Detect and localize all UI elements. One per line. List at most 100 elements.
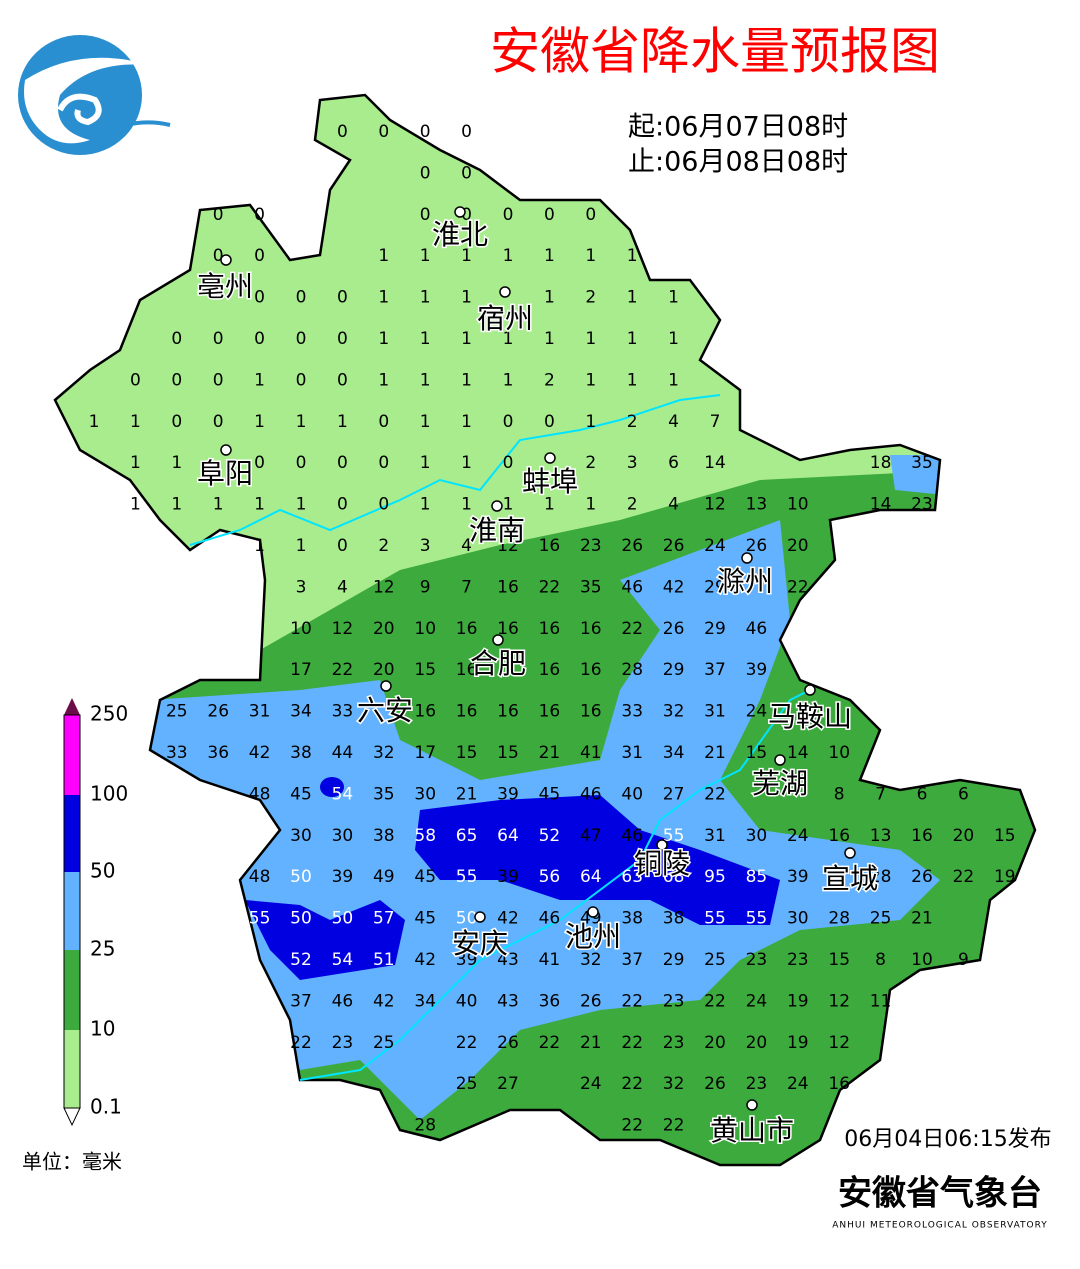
station-value: 16 xyxy=(539,660,561,680)
station-value: 0 xyxy=(544,205,555,225)
station-value: 1 xyxy=(337,412,348,432)
station-value: 0 xyxy=(254,205,265,225)
station-value: 26 xyxy=(911,867,933,887)
station-value: 15 xyxy=(414,660,436,680)
station-value: 2 xyxy=(544,370,555,390)
station-value: 39 xyxy=(787,867,809,887)
station-value: 29 xyxy=(704,619,726,639)
station-value: 30 xyxy=(290,826,312,846)
city-label: 六安 xyxy=(357,694,413,727)
station-value: 16 xyxy=(580,619,602,639)
station-value: 16 xyxy=(414,702,436,722)
station-value: 1 xyxy=(503,246,514,266)
station-value: 7 xyxy=(875,784,886,804)
station-value: 46 xyxy=(539,909,561,929)
station-value: 44 xyxy=(332,743,354,763)
station-value: 0 xyxy=(337,453,348,473)
station-value: 1 xyxy=(130,412,141,432)
unit: 单位：毫米 xyxy=(22,1150,122,1174)
station-value: 25 xyxy=(166,702,188,722)
station-value: 54 xyxy=(332,784,354,804)
station-value: 0 xyxy=(544,412,555,432)
station-value: 39 xyxy=(456,950,478,970)
station-value: 23 xyxy=(332,1033,354,1053)
station-value: 54 xyxy=(332,950,354,970)
station-value: 30 xyxy=(746,826,768,846)
station-value: 35 xyxy=(911,453,933,473)
city-dot xyxy=(741,552,753,564)
station-value: 38 xyxy=(290,743,312,763)
station-value: 1 xyxy=(213,495,224,515)
station-value: 12 xyxy=(373,577,395,597)
station-value: 22 xyxy=(290,1033,312,1053)
station-value: 34 xyxy=(290,702,312,722)
station-value: 0 xyxy=(171,370,182,390)
station-value: 0 xyxy=(213,329,224,349)
station-value: 1 xyxy=(420,453,431,473)
station-value: 22 xyxy=(456,1033,478,1053)
station-value: 22 xyxy=(787,577,809,597)
station-value: 19 xyxy=(787,991,809,1011)
city-label: 马鞍山 xyxy=(768,700,852,733)
station-value: 9 xyxy=(420,577,431,597)
huai-river xyxy=(189,394,721,546)
station-value: 22 xyxy=(621,991,643,1011)
station-value: 0 xyxy=(337,288,348,308)
station-value: 1 xyxy=(420,288,431,308)
station-value: 64 xyxy=(497,826,519,846)
station-value: 56 xyxy=(539,867,561,887)
station-value: 19 xyxy=(994,867,1016,887)
station-value: 38 xyxy=(621,909,643,929)
station-value: 20 xyxy=(373,619,395,639)
station-value: 19 xyxy=(787,1033,809,1053)
station-value: 23 xyxy=(663,991,685,1011)
station-value: 34 xyxy=(663,743,685,763)
end-time: 止:06月08日08时 xyxy=(628,147,848,178)
station-value: 26 xyxy=(663,619,685,639)
station-value: 35 xyxy=(373,784,395,804)
legend-tick-label: 10 xyxy=(90,1017,115,1041)
station-value: 23 xyxy=(911,495,933,515)
station-value: 1 xyxy=(378,329,389,349)
city-dot xyxy=(220,444,232,456)
station-value: 46 xyxy=(621,826,643,846)
station-value: 1 xyxy=(544,288,555,308)
station-value: 1 xyxy=(378,246,389,266)
station-value: 28 xyxy=(621,660,643,680)
city-label: 淮北 xyxy=(432,218,488,251)
station-value: 39 xyxy=(497,867,519,887)
station-value: 1 xyxy=(503,495,514,515)
station-value: 39 xyxy=(332,867,354,887)
station-value: 16 xyxy=(828,826,850,846)
station-value: 1 xyxy=(378,370,389,390)
station-value: 46 xyxy=(332,991,354,1011)
station-value: 4 xyxy=(337,577,348,597)
station-value: 7 xyxy=(461,577,472,597)
station-value: 0 xyxy=(378,495,389,515)
station-value: 1 xyxy=(544,329,555,349)
station-value: 15 xyxy=(456,743,478,763)
station-value: 38 xyxy=(373,826,395,846)
city-label: 宣城 xyxy=(822,862,878,895)
start-time: 起:06月07日08时 xyxy=(628,112,848,143)
station-value: 29 xyxy=(663,950,685,970)
station-value: 0 xyxy=(503,412,514,432)
legend-tick-label: 250 xyxy=(90,702,128,726)
city-dot xyxy=(844,847,856,859)
station-value: 2 xyxy=(585,288,596,308)
station-value: 1 xyxy=(461,453,472,473)
station-value: 0 xyxy=(254,329,265,349)
station-value: 0 xyxy=(378,453,389,473)
station-value: 23 xyxy=(663,1033,685,1053)
station-value: 22 xyxy=(621,1116,643,1136)
station-value: 29 xyxy=(704,577,726,597)
station-value: 30 xyxy=(787,909,809,929)
station-value: 26 xyxy=(704,1074,726,1094)
station-value: 39 xyxy=(746,660,768,680)
station-value: 20 xyxy=(373,660,395,680)
station-value: 0 xyxy=(378,412,389,432)
station-value: 1 xyxy=(171,453,182,473)
station-value: 63 xyxy=(621,867,643,887)
station-value: 1 xyxy=(130,495,141,515)
city-label: 黄山市 xyxy=(710,1114,794,1147)
